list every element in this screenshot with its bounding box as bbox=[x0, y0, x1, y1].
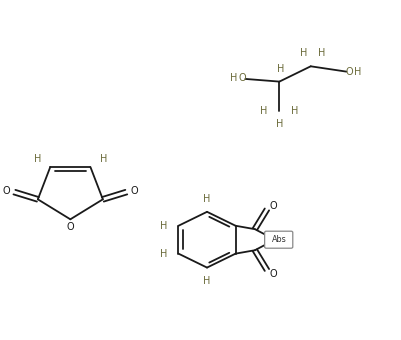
Text: O: O bbox=[2, 186, 10, 196]
Text: H: H bbox=[318, 48, 325, 58]
Text: H: H bbox=[159, 249, 166, 259]
Text: H: H bbox=[290, 106, 298, 116]
FancyBboxPatch shape bbox=[264, 231, 292, 248]
Text: H: H bbox=[260, 106, 267, 116]
Text: H: H bbox=[99, 154, 107, 164]
Text: O: O bbox=[269, 201, 276, 211]
Text: H: H bbox=[34, 154, 41, 164]
Text: O: O bbox=[238, 73, 245, 83]
Text: H: H bbox=[203, 194, 210, 204]
Text: H: H bbox=[203, 275, 210, 286]
Text: H: H bbox=[277, 64, 284, 74]
Text: H: H bbox=[230, 73, 237, 83]
Text: O: O bbox=[67, 222, 74, 232]
Text: H: H bbox=[353, 67, 360, 76]
Text: H: H bbox=[159, 221, 166, 231]
Text: O: O bbox=[269, 269, 276, 279]
Text: O: O bbox=[345, 67, 352, 76]
Text: Abs: Abs bbox=[271, 235, 286, 244]
Text: H: H bbox=[299, 48, 306, 58]
Text: O: O bbox=[130, 186, 138, 196]
Text: H: H bbox=[275, 119, 282, 129]
